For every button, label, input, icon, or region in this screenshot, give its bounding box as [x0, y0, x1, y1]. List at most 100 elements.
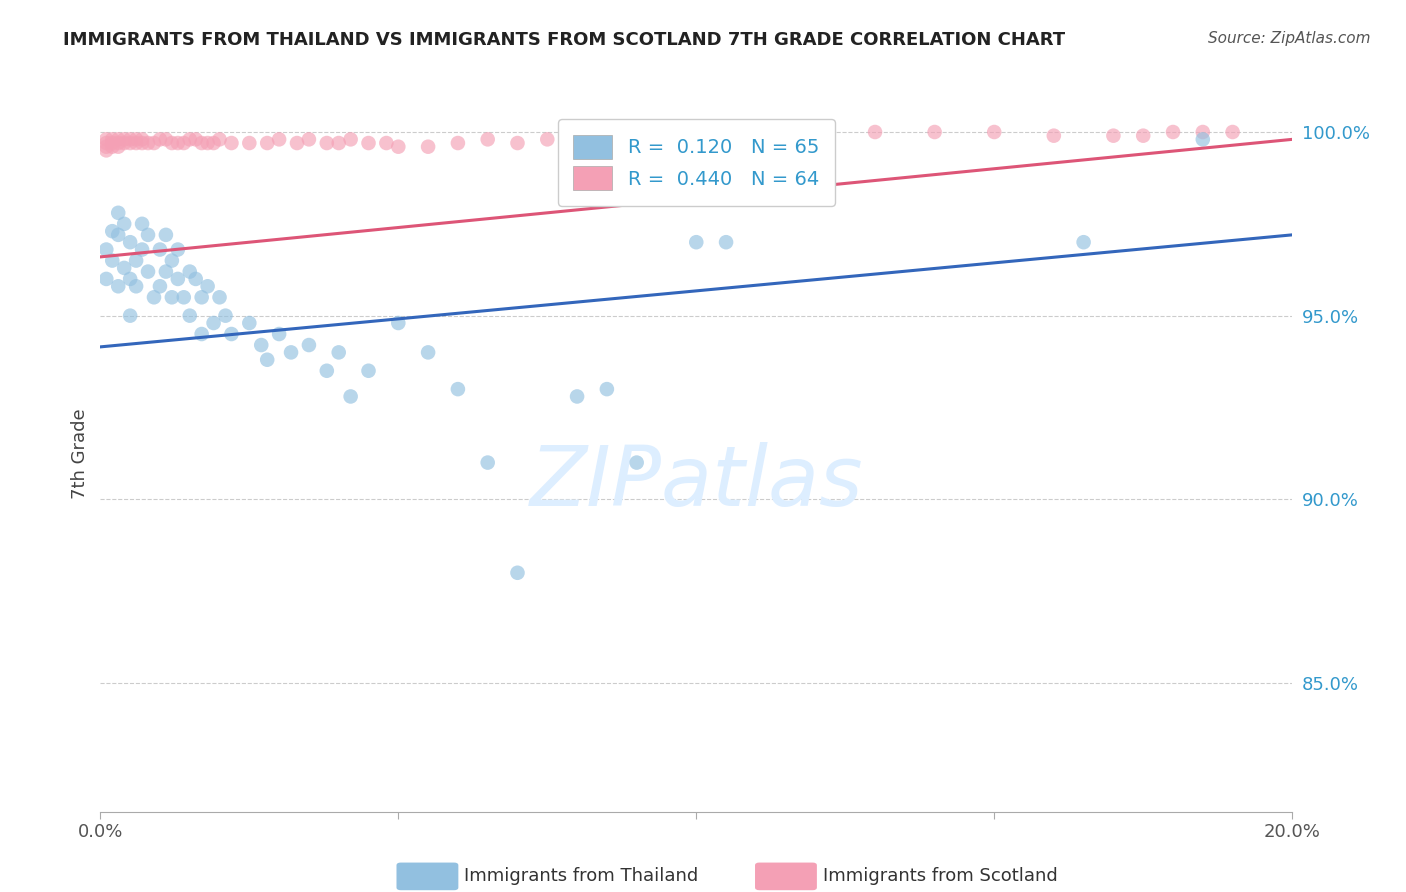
Point	[256, 352, 278, 367]
Point	[202, 136, 225, 150]
Point	[339, 389, 361, 403]
Point	[112, 132, 135, 146]
Point	[136, 136, 159, 150]
Point	[221, 136, 243, 150]
Point	[387, 139, 409, 153]
Point	[166, 243, 188, 257]
Point	[107, 139, 129, 153]
Point	[447, 136, 470, 150]
Point	[197, 279, 219, 293]
Point	[269, 326, 291, 341]
Point	[101, 139, 124, 153]
Y-axis label: 7th Grade: 7th Grade	[72, 408, 89, 499]
Point	[160, 290, 183, 304]
Point	[96, 272, 118, 286]
Point	[685, 128, 707, 143]
Text: Immigrants from Thailand: Immigrants from Thailand	[464, 867, 699, 885]
Point	[596, 128, 619, 143]
Point	[120, 132, 142, 146]
Point	[131, 217, 153, 231]
Point	[285, 136, 308, 150]
Point	[626, 128, 648, 143]
Point	[221, 326, 243, 341]
Point	[190, 290, 212, 304]
Point	[375, 136, 398, 150]
Point	[238, 136, 260, 150]
Point	[101, 224, 124, 238]
Point	[120, 272, 142, 286]
Point	[506, 136, 529, 150]
Point	[149, 279, 172, 293]
Point	[1132, 128, 1154, 143]
Point	[112, 217, 135, 231]
Point	[416, 345, 439, 359]
Point	[101, 136, 124, 150]
Point	[685, 235, 707, 250]
Point	[477, 456, 499, 470]
Point	[804, 132, 827, 146]
Text: IMMIGRANTS FROM THAILAND VS IMMIGRANTS FROM SCOTLAND 7TH GRADE CORRELATION CHART: IMMIGRANTS FROM THAILAND VS IMMIGRANTS F…	[63, 31, 1066, 49]
Point	[506, 566, 529, 580]
Point	[197, 136, 219, 150]
Point	[315, 364, 337, 378]
Point	[250, 338, 273, 352]
Point	[120, 309, 142, 323]
Point	[804, 125, 827, 139]
Point	[125, 136, 148, 150]
Point	[536, 132, 558, 146]
Point	[125, 132, 148, 146]
Point	[447, 382, 470, 396]
Point	[357, 364, 380, 378]
Point	[1191, 132, 1213, 146]
Point	[107, 227, 129, 242]
Point	[269, 132, 291, 146]
Point	[315, 136, 337, 150]
Point	[214, 309, 236, 323]
Point	[136, 227, 159, 242]
Point	[120, 235, 142, 250]
Point	[96, 139, 118, 153]
Legend: R =  0.120   N = 65, R =  0.440   N = 64: R = 0.120 N = 65, R = 0.440 N = 64	[558, 120, 835, 206]
Point	[655, 128, 678, 143]
Point	[166, 272, 188, 286]
Point	[131, 136, 153, 150]
Point	[112, 136, 135, 150]
Point	[208, 132, 231, 146]
Point	[149, 243, 172, 257]
Point	[328, 136, 350, 150]
Point	[190, 136, 212, 150]
Point	[924, 125, 946, 139]
Point	[96, 144, 118, 158]
Point	[238, 316, 260, 330]
Point	[155, 132, 177, 146]
Text: ZIPatlas: ZIPatlas	[530, 442, 863, 523]
Point	[256, 136, 278, 150]
Point	[107, 136, 129, 150]
Point	[745, 128, 768, 143]
Point	[160, 136, 183, 150]
Point	[863, 125, 886, 139]
Point	[107, 279, 129, 293]
Point	[125, 279, 148, 293]
Point	[160, 253, 183, 268]
Point	[339, 132, 361, 146]
Point	[1161, 125, 1184, 139]
Point	[96, 136, 118, 150]
Point	[596, 382, 619, 396]
Point	[714, 235, 737, 250]
Point	[280, 345, 302, 359]
Point	[1073, 235, 1095, 250]
Point	[565, 389, 588, 403]
Point	[173, 290, 195, 304]
Point	[387, 316, 409, 330]
Point	[131, 132, 153, 146]
Point	[298, 338, 321, 352]
Point	[96, 132, 118, 146]
Point	[184, 132, 207, 146]
Point	[298, 132, 321, 146]
Text: Immigrants from Scotland: Immigrants from Scotland	[823, 867, 1057, 885]
Point	[101, 253, 124, 268]
Point	[107, 206, 129, 220]
Point	[143, 136, 166, 150]
Point	[416, 139, 439, 153]
